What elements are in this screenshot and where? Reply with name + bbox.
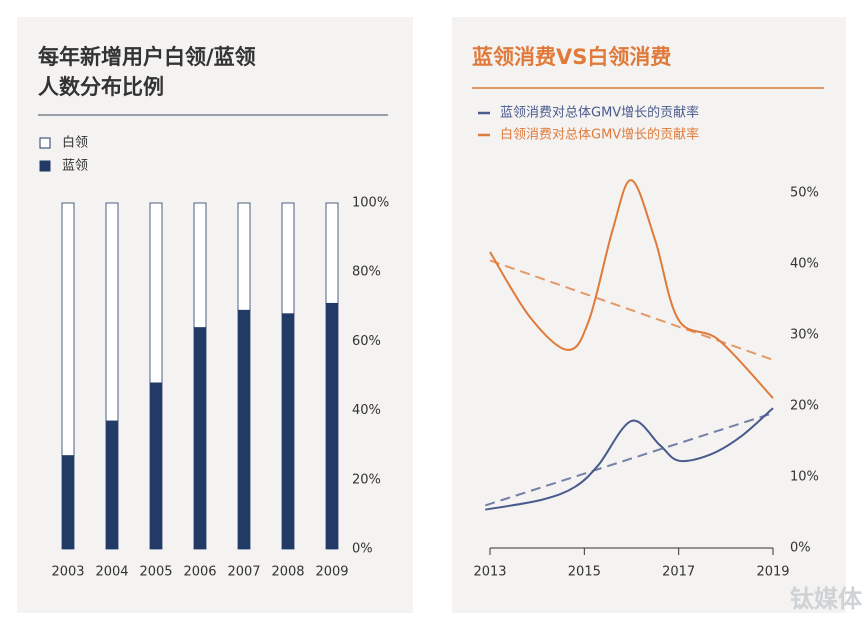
- x-tick-label: 2006: [183, 565, 216, 580]
- watermark: 钛媒体: [790, 585, 863, 613]
- legend-label: 白领: [62, 135, 88, 151]
- y-tick-label: 0%: [790, 541, 811, 556]
- y-tick-label: 0%: [352, 542, 373, 557]
- bar-segment: [149, 382, 163, 550]
- legend-swatch: [39, 160, 51, 172]
- bar-segment: [325, 202, 339, 304]
- x-tick-label: 2019: [756, 565, 789, 580]
- chart-title: 每年新增用户白领/蓝领: [38, 45, 256, 69]
- x-tick-label: 2017: [662, 565, 695, 580]
- y-tick-label: 20%: [790, 399, 819, 414]
- y-tick-label: 80%: [352, 265, 381, 280]
- series-line: [489, 179, 774, 399]
- y-tick-label: 60%: [352, 334, 381, 349]
- legend-swatch: [39, 137, 51, 149]
- x-tick-label: 2013: [473, 565, 506, 580]
- bar-segment: [105, 420, 119, 550]
- bar-segment: [281, 202, 295, 315]
- x-tick-label: 2015: [568, 565, 601, 580]
- x-tick-label: 2004: [95, 565, 128, 580]
- bar-segment: [237, 309, 251, 550]
- bar-segment: [193, 327, 207, 550]
- x-tick-label: 2008: [271, 565, 304, 580]
- x-tick-label: 2007: [227, 565, 260, 580]
- bar-segment: [149, 202, 163, 384]
- y-tick-label: 40%: [352, 403, 381, 418]
- bar-segment: [61, 202, 75, 456]
- legend-label: 蓝领: [62, 159, 88, 174]
- trend-line: [484, 412, 774, 507]
- bar-segment: [105, 202, 119, 422]
- chart-title: 蓝领消费VS白领消费: [472, 45, 671, 69]
- y-tick-label: 100%: [352, 196, 389, 211]
- bar-segment: [325, 302, 339, 550]
- x-tick-label: 2005: [139, 565, 172, 580]
- legend-label: 蓝领消费对总体GMV增长的贡献率: [500, 105, 699, 121]
- y-tick-label: 30%: [790, 328, 819, 343]
- series-line: [485, 407, 774, 511]
- bar-segment: [281, 313, 295, 550]
- trend-line: [489, 259, 774, 361]
- y-tick-label: 20%: [352, 472, 381, 487]
- left-panel: [17, 17, 413, 613]
- chart-title: 人数分布比例: [38, 75, 164, 99]
- y-tick-label: 50%: [790, 186, 819, 201]
- bar-segment: [61, 455, 75, 550]
- y-tick-label: 10%: [790, 470, 819, 485]
- right-panel: [452, 17, 846, 613]
- bar-segment: [237, 202, 251, 311]
- x-tick-label: 2009: [315, 565, 348, 580]
- y-tick-label: 40%: [790, 257, 819, 272]
- bar-segment: [193, 202, 207, 328]
- legend-label: 白领消费对总体GMV增长的贡献率: [500, 127, 699, 143]
- x-tick-label: 2003: [51, 565, 84, 580]
